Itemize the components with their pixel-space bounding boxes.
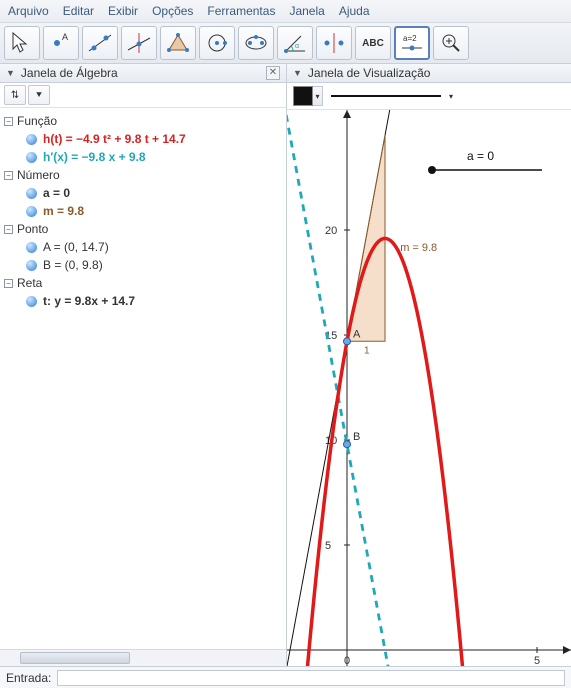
menu-arquivo[interactable]: Arquivo (8, 4, 49, 18)
h-scrollbar[interactable] (0, 649, 286, 666)
input-bar: Entrada: (0, 666, 571, 688)
svg-text:5: 5 (534, 655, 540, 666)
leaf-a[interactable]: a = 0 (4, 184, 284, 202)
tool-perp[interactable] (121, 26, 157, 60)
tool-polygon[interactable] (160, 26, 196, 60)
menu-editar[interactable]: Editar (63, 4, 94, 18)
input-field[interactable] (57, 670, 565, 686)
visibility-icon[interactable] (26, 188, 37, 199)
menu-opcoes[interactable]: Opções (152, 4, 193, 18)
svg-text:a=2: a=2 (403, 34, 417, 43)
input-label: Entrada: (6, 671, 51, 685)
tool-circle[interactable] (199, 26, 235, 60)
color-swatch[interactable] (293, 86, 313, 106)
svg-text:20: 20 (325, 225, 337, 237)
tool-move[interactable] (4, 26, 40, 60)
algebra-panel: ▼ Janela de Álgebra ✕ ⇅ ⯆ −Função h(t) =… (0, 64, 287, 666)
tool-text[interactable]: ABC (355, 26, 391, 60)
tool-slider[interactable]: a=2 (394, 26, 430, 60)
collapse-icon[interactable]: ▼ (293, 68, 302, 78)
tool-ellipse[interactable] (238, 26, 274, 60)
visibility-icon[interactable] (26, 242, 37, 253)
sort-btn-2[interactable]: ⯆ (28, 85, 50, 105)
visibility-icon[interactable] (26, 134, 37, 145)
visibility-icon[interactable] (26, 152, 37, 163)
algebra-header: ▼ Janela de Álgebra ✕ (0, 64, 286, 83)
svg-text:A: A (62, 32, 68, 42)
cat-reta[interactable]: −Reta (4, 274, 284, 292)
sort-btn-1[interactable]: ⇅ (4, 85, 26, 105)
tool-line[interactable] (82, 26, 118, 60)
toolbar: A α ABC a=2 (0, 23, 571, 64)
tool-angle[interactable]: α (277, 26, 313, 60)
menu-exibir[interactable]: Exibir (108, 4, 138, 18)
menu-ajuda[interactable]: Ajuda (339, 4, 370, 18)
menu-ferramentas[interactable]: Ferramentas (207, 4, 275, 18)
svg-text:B: B (353, 431, 360, 443)
swatch-dropdown-icon[interactable]: ▾ (313, 86, 323, 106)
svg-text:1: 1 (364, 345, 370, 356)
line-style-dropdown-icon[interactable]: ▾ (449, 92, 453, 101)
leaf-t[interactable]: t: y = 9.8x + 14.7 (4, 292, 284, 310)
menubar: Arquivo Editar Exibir Opções Ferramentas… (0, 0, 571, 23)
leaf-B[interactable]: B = (0, 9.8) (4, 256, 284, 274)
cat-funcao[interactable]: −Função (4, 112, 284, 130)
algebra-subtoolbar: ⇅ ⯆ (0, 83, 286, 108)
cat-numero[interactable]: −Número (4, 166, 284, 184)
svg-text:a = 0: a = 0 (467, 149, 494, 163)
svg-text:α: α (295, 43, 299, 50)
algebra-tree: −Função h(t) = −4.9 t² + 9.8 t + 14.7 h′… (0, 108, 286, 649)
svg-text:5: 5 (325, 540, 331, 552)
tool-zoom[interactable] (433, 26, 469, 60)
graphics-header: ▼ Janela de Visualização (287, 64, 571, 83)
visibility-icon[interactable] (26, 296, 37, 307)
leaf-m[interactable]: m = 9.8 (4, 202, 284, 220)
line-style[interactable] (331, 95, 441, 97)
algebra-title: Janela de Álgebra (21, 66, 118, 80)
leaf-h[interactable]: h(t) = −4.9 t² + 9.8 t + 14.7 (4, 130, 284, 148)
leaf-A[interactable]: A = (0, 14.7) (4, 238, 284, 256)
svg-text:0: 0 (344, 655, 350, 666)
cat-ponto[interactable]: −Ponto (4, 220, 284, 238)
tool-point[interactable]: A (43, 26, 79, 60)
visibility-icon[interactable] (26, 206, 37, 217)
menu-janela[interactable]: Janela (289, 4, 324, 18)
graphics-canvas[interactable]: 051051015201m = 9.8ABa = 0 (287, 110, 571, 666)
visibility-icon[interactable] (26, 260, 37, 271)
leaf-hprime[interactable]: h′(x) = −9.8 x + 9.8 (4, 148, 284, 166)
svg-text:m = 9.8: m = 9.8 (400, 242, 437, 254)
graphics-title: Janela de Visualização (308, 66, 431, 80)
tool-reflect[interactable] (316, 26, 352, 60)
collapse-icon[interactable]: ▼ (6, 68, 15, 78)
svg-text:A: A (353, 328, 361, 340)
graphics-subtoolbar: ▾ ▾ (287, 83, 571, 110)
graphics-panel: ▼ Janela de Visualização ▾ ▾ 05105101520… (287, 64, 571, 666)
scroll-thumb[interactable] (20, 652, 130, 664)
close-button[interactable]: ✕ (266, 66, 280, 80)
